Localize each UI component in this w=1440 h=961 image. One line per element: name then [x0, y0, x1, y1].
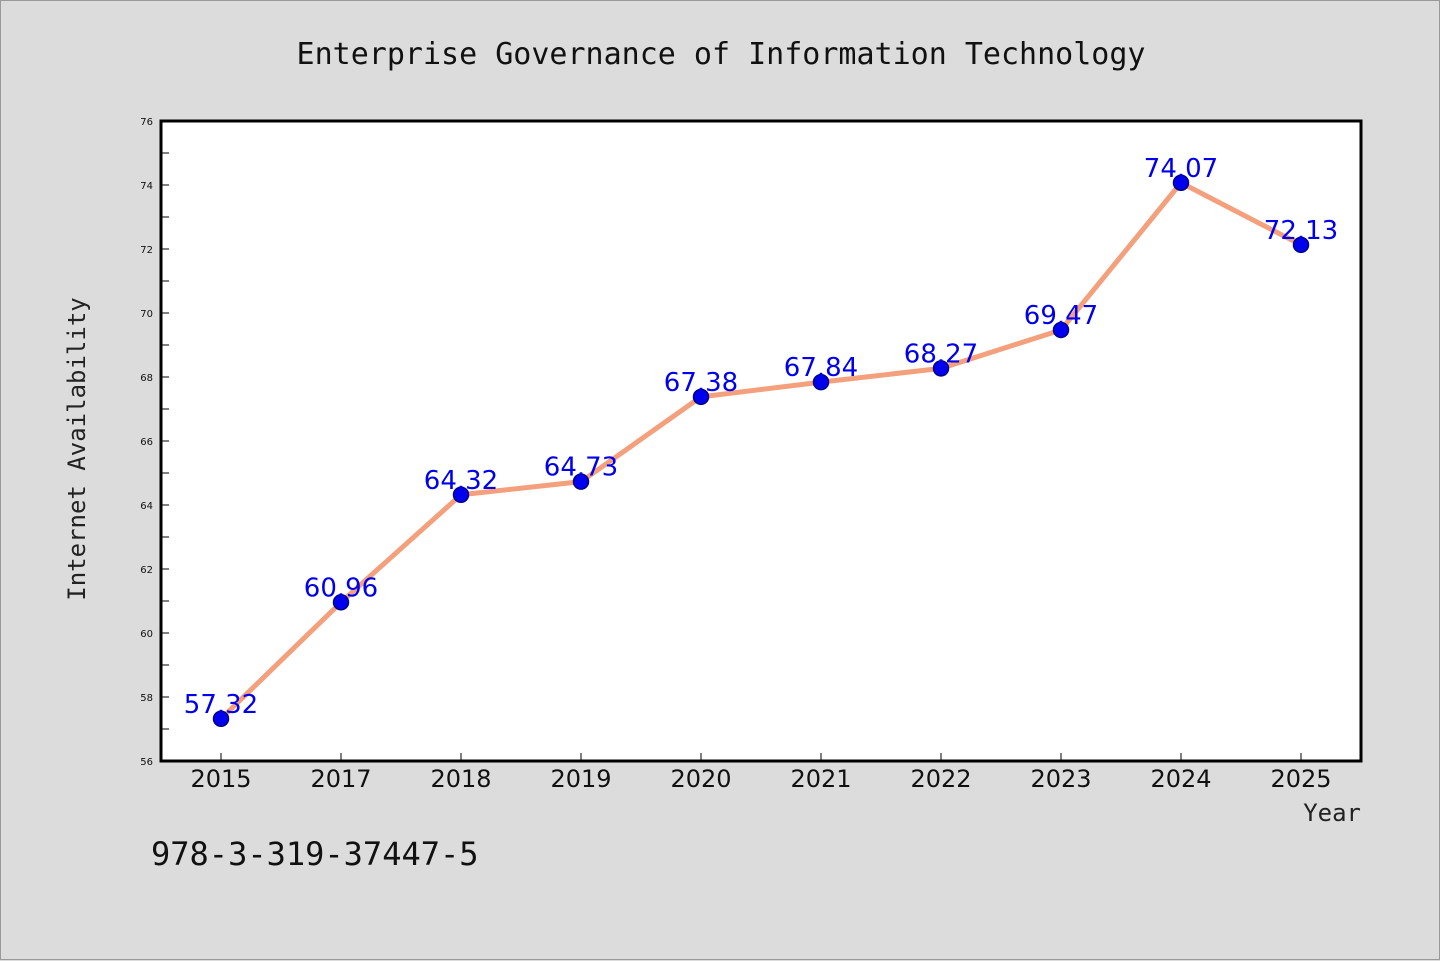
data-label-2015: 57.32 [184, 690, 258, 720]
x-tick-label: 2022 [910, 765, 971, 793]
x-tick-label: 2017 [310, 765, 371, 793]
y-tick-label: 64 [140, 501, 153, 512]
data-label-2017: 60.96 [304, 573, 378, 603]
data-label-2025: 72.13 [1264, 216, 1338, 246]
data-point-2022 [932, 360, 950, 377]
footnote-isbn: 978-3-319-37447-5 [151, 835, 479, 873]
data-label-2023: 69.47 [1024, 301, 1098, 331]
y-tick-label: 62 [140, 565, 153, 576]
data-label-2022: 68.27 [904, 339, 978, 369]
data-point-2021 [812, 373, 830, 391]
y-axis-title: Internet Availability [63, 297, 91, 600]
y-tick-label: 72 [140, 245, 153, 256]
y-axis: 56 58 60 62 64 66 68 70 72 74 76 [140, 117, 169, 768]
plot-border [159, 119, 1363, 763]
data-point-2020 [692, 388, 710, 406]
x-tick-label: 2015 [190, 765, 251, 793]
series-line [218, 180, 1304, 722]
x-axis: 2015 2017 2018 2019 2020 2021 2022 2023 2024 2025 [190, 753, 1332, 793]
x-tick-label: 2024 [1150, 765, 1211, 793]
data-point-2023 [1052, 321, 1070, 339]
y-tick-label: 66 [140, 437, 153, 448]
series-group: 57.32 60.96 64.32 64.73 67.38 67.84 68.27 69.47… [184, 154, 1338, 728]
y-tick-label: 70 [140, 309, 153, 320]
data-point-2015 [212, 710, 230, 728]
x-tick-label: 2021 [790, 765, 851, 793]
data-label-2021: 67.84 [784, 353, 858, 383]
y-tick-label: 68 [140, 373, 153, 384]
data-label-2018: 64.32 [424, 466, 498, 496]
data-point-2025 [1292, 236, 1310, 254]
plot-area [161, 121, 1361, 761]
x-tick-label: 2019 [550, 765, 611, 793]
data-point-2018 [452, 486, 470, 504]
y-tick-label: 60 [140, 629, 153, 640]
data-label-2024: 74.07 [1144, 154, 1218, 184]
x-axis-title: Year [1303, 799, 1361, 827]
x-tick-label: 2025 [1270, 765, 1331, 793]
y-tick-label: 58 [140, 693, 153, 704]
data-label-2020: 67.38 [664, 368, 738, 398]
data-point-2019 [572, 473, 590, 490]
x-tick-label: 2023 [1030, 765, 1091, 793]
data-point-2017 [332, 594, 350, 611]
data-label-2019: 64.73 [544, 453, 618, 483]
x-tick-label: 2020 [670, 765, 731, 793]
chart-title: Enterprise Governance of Information Tec… [297, 37, 1146, 72]
y-tick-label: 76 [140, 117, 153, 128]
x-tick-label: 2018 [430, 765, 491, 793]
data-point-2024 [1172, 174, 1190, 192]
y-tick-label: 74 [140, 181, 153, 192]
y-tick-label: 56 [140, 757, 153, 768]
